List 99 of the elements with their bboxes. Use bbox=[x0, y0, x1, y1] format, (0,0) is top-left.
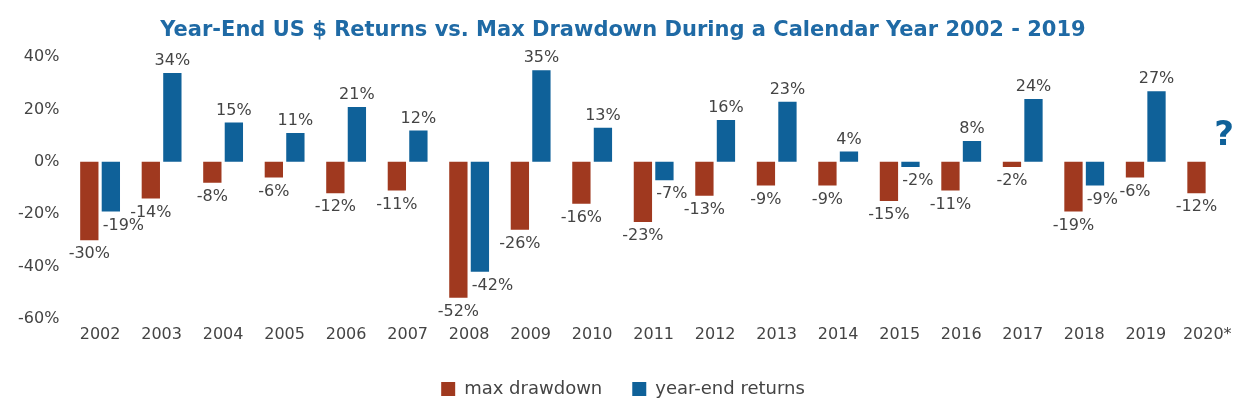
bar bbox=[818, 161, 837, 186]
x-tick-label: 2008 bbox=[448, 323, 490, 343]
x-tick-label: 2017 bbox=[1002, 323, 1044, 343]
x-tick-label: 2003 bbox=[141, 323, 182, 343]
data-label: 23% bbox=[769, 78, 806, 98]
data-label: -11% bbox=[929, 193, 972, 213]
x-tick-label: 2020* bbox=[1182, 323, 1232, 343]
bar bbox=[264, 161, 283, 178]
x-tick-label: 2004 bbox=[202, 323, 244, 343]
bar bbox=[1024, 99, 1043, 162]
x-tick-label: 2016 bbox=[940, 323, 982, 343]
bar bbox=[572, 161, 591, 204]
x-tick-label: 2019 bbox=[1125, 323, 1167, 343]
bar bbox=[901, 161, 920, 168]
bar bbox=[655, 161, 674, 181]
data-label: 35% bbox=[523, 47, 560, 67]
y-tick-label: -60% bbox=[17, 307, 60, 327]
bar bbox=[347, 106, 367, 162]
data-label: -11% bbox=[376, 193, 418, 213]
bar bbox=[470, 161, 490, 272]
bar bbox=[1002, 161, 1022, 168]
bar bbox=[141, 161, 160, 199]
data-label: -52% bbox=[437, 301, 480, 321]
y-tick-label: -40% bbox=[17, 255, 60, 275]
data-label: -19% bbox=[1052, 214, 1095, 234]
annotation: ? bbox=[1214, 112, 1234, 153]
bar bbox=[633, 161, 653, 223]
data-label: -9% bbox=[750, 188, 782, 208]
data-label: 24% bbox=[1015, 76, 1052, 96]
x-tick-label: 2014 bbox=[817, 323, 859, 343]
bar bbox=[326, 161, 345, 194]
bar bbox=[163, 72, 182, 162]
data-label: 4% bbox=[836, 128, 862, 148]
y-tick-label: -20% bbox=[17, 203, 60, 223]
x-tick-label: 2010 bbox=[571, 323, 613, 343]
data-label: -42% bbox=[471, 274, 514, 294]
bar bbox=[593, 127, 613, 162]
y-tick-label: 40% bbox=[23, 46, 60, 66]
data-label: -9% bbox=[1086, 188, 1118, 208]
bar bbox=[510, 161, 530, 230]
bar bbox=[203, 161, 222, 183]
data-label: -2% bbox=[902, 170, 934, 190]
data-label: -30% bbox=[68, 243, 110, 263]
bar bbox=[1147, 91, 1166, 162]
bar bbox=[449, 161, 468, 298]
data-label: -16% bbox=[560, 206, 603, 226]
bar bbox=[962, 140, 982, 162]
data-label: -12% bbox=[1175, 196, 1218, 216]
data-label: -26% bbox=[499, 233, 541, 253]
bar bbox=[80, 161, 99, 241]
data-label: 13% bbox=[585, 104, 621, 124]
legend-label: max drawdown bbox=[464, 376, 603, 398]
x-tick-label: 2009 bbox=[510, 323, 552, 343]
data-label: 21% bbox=[339, 84, 375, 104]
data-label: -15% bbox=[868, 204, 910, 224]
data-label: -8% bbox=[196, 185, 228, 205]
y-tick-label: 20% bbox=[23, 98, 60, 118]
data-label: 34% bbox=[154, 50, 191, 70]
data-label: 15% bbox=[216, 99, 252, 119]
bar bbox=[387, 161, 407, 191]
bar bbox=[778, 101, 797, 162]
bar bbox=[1085, 161, 1105, 186]
x-tick-label: 2005 bbox=[264, 323, 305, 343]
bar bbox=[941, 161, 960, 191]
data-label: -12% bbox=[314, 196, 357, 216]
data-label: 8% bbox=[959, 118, 985, 138]
x-tick-label: 2002 bbox=[79, 323, 121, 343]
x-tick-label: 2006 bbox=[325, 323, 367, 343]
bar bbox=[101, 161, 120, 212]
bar bbox=[532, 70, 551, 162]
x-tick-label: 2013 bbox=[756, 323, 798, 343]
y-tick-label: 0% bbox=[33, 151, 60, 170]
bar bbox=[756, 161, 776, 186]
data-label: 27% bbox=[1138, 68, 1175, 88]
bar bbox=[286, 133, 305, 162]
data-label: 11% bbox=[277, 110, 314, 130]
data-label: -2% bbox=[996, 170, 1028, 190]
data-label: 16% bbox=[708, 97, 744, 117]
data-label: -9% bbox=[811, 188, 844, 208]
bar bbox=[695, 161, 714, 196]
bar bbox=[879, 161, 899, 202]
x-tick-label: 2011 bbox=[633, 323, 675, 343]
bar bbox=[839, 151, 859, 162]
bar bbox=[1064, 161, 1083, 212]
bar bbox=[716, 119, 736, 162]
x-tick-label: 2015 bbox=[879, 323, 921, 343]
bar bbox=[1187, 161, 1206, 194]
bar bbox=[409, 130, 428, 162]
x-tick-label: 2018 bbox=[1063, 323, 1105, 343]
bar bbox=[1125, 161, 1145, 178]
data-label: -6% bbox=[258, 180, 290, 200]
data-label: -23% bbox=[622, 225, 664, 245]
bar bbox=[224, 122, 244, 162]
data-label: -6% bbox=[1119, 180, 1151, 200]
x-tick-label: 2007 bbox=[387, 323, 428, 343]
x-tick-label: 2012 bbox=[694, 323, 736, 343]
data-label: 12% bbox=[400, 107, 437, 127]
chart-title: Year-End US $ Returns vs. Max Drawdown During a Calendar Year 2002 - 2019 bbox=[159, 17, 1086, 42]
legend-label: year-end returns bbox=[655, 376, 805, 398]
